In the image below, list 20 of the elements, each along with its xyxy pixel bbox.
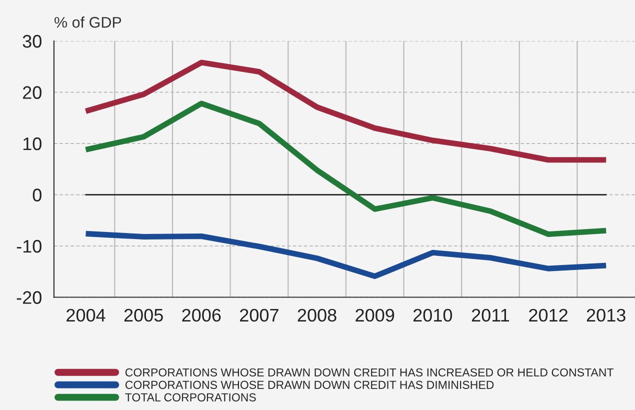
x-tick-label: 2012: [529, 308, 568, 322]
x-tick-label: 2009: [356, 308, 394, 322]
y-tick-label: 0: [32, 188, 42, 202]
x-tick-label: 2006: [182, 308, 221, 322]
x-tick-label: 2008: [298, 308, 336, 322]
legend-label: CORPORATIONS WHOSE DRAWN DOWN CREDIT HAS DIMINISHED: [125, 380, 494, 389]
y-axis-title: % of GDP: [54, 16, 122, 28]
y-tick-label: 30: [22, 34, 42, 48]
x-tick-label: 2011: [472, 308, 510, 322]
legend-label: CORPORATIONS WHOSE DRAWN DOWN CREDIT HAS INCREASED OR HELD CONSTANT: [125, 368, 614, 376]
y-tick-label: -10: [16, 240, 42, 253]
y-tick-label: -20: [16, 291, 42, 304]
x-tick-label: 2010: [413, 308, 452, 322]
x-tick-label: 2004: [66, 308, 106, 322]
x-tick-label: 2013: [586, 308, 626, 322]
y-tick-label: 20: [22, 86, 42, 99]
y-tick-label: 10: [23, 137, 42, 150]
x-tick-label: 2007: [240, 308, 278, 322]
legend-label: TOTAL CORPORATIONS: [125, 393, 256, 402]
x-tick-label: 2005: [124, 308, 163, 322]
